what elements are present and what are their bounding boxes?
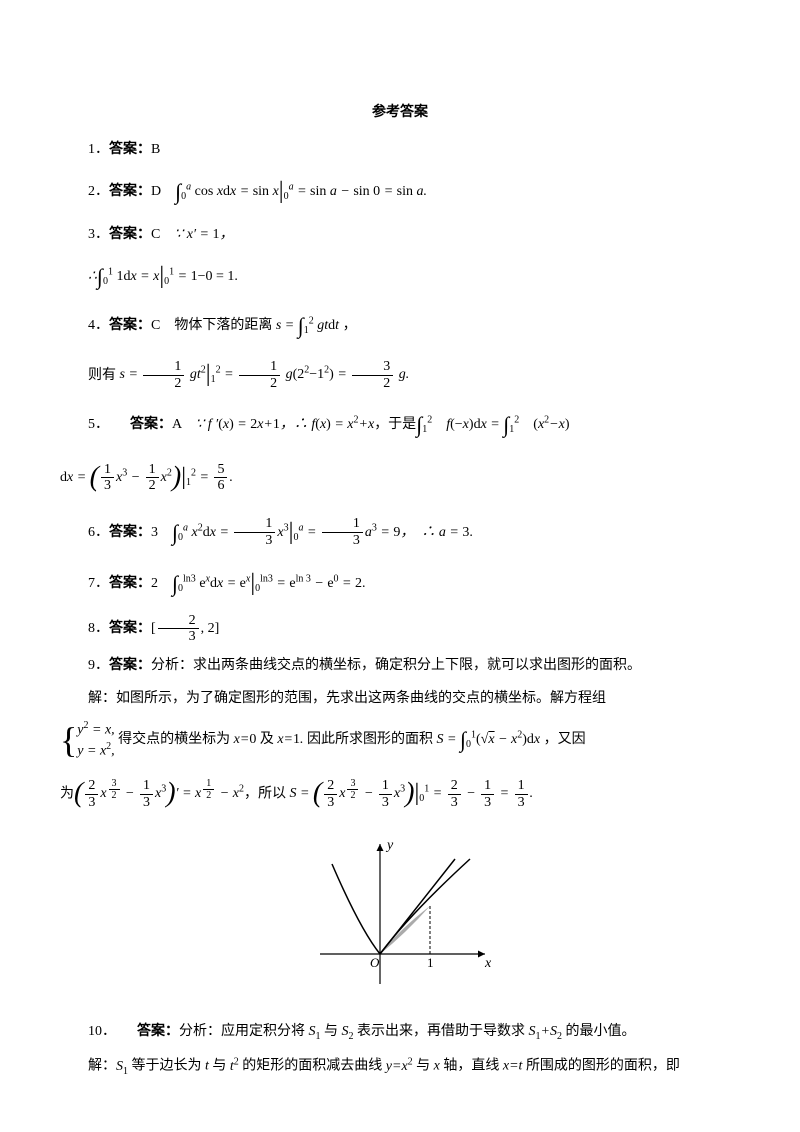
q-num: 9． xyxy=(88,658,109,673)
q-num: 8． xyxy=(88,621,109,636)
q-num: 2． xyxy=(88,184,109,199)
answer-7: 7．答案：2 ∫0ln3 exdx = ex|0ln3 = eln 3 − e0… xyxy=(60,562,740,605)
sol1: 解：如图所示，为了确定图形的范围，先求出这两条曲线的交点的横坐标。解方程组 xyxy=(88,691,606,706)
ans: C xyxy=(151,318,174,333)
answer-4-cont: 则有 s = 12 gt2|12 = 12 g(22−12) = 32 g. xyxy=(60,354,740,397)
answer-9-sys: {y2 = x,y = x2, 得交点的横坐标为 x=0 及 x=1. 因此所求… xyxy=(60,719,740,761)
answer-8: 8．答案：[23, 2] xyxy=(60,613,740,645)
sol2: 得交点的横坐标为 x=0 及 x=1. 因此所求图形的面积 S = ∫01(√x… xyxy=(118,732,585,747)
expl2: dx = (13x3 − 12x2)|12 = 56. xyxy=(60,470,233,485)
graph-9: O 1 x y xyxy=(60,834,740,1003)
answer-1: 1．答案：B xyxy=(60,137,740,162)
q-num: 10． xyxy=(88,1024,137,1039)
math-plot-icon: O 1 x y xyxy=(300,834,500,994)
label: 答案： xyxy=(109,576,151,591)
expl: ∵ x′ = 1， xyxy=(174,227,233,242)
label: 答案： xyxy=(109,318,151,333)
analysis: 分析：求出两条曲线交点的横坐标，确定积分上下限，就可以求出图形的面积。 xyxy=(151,658,641,673)
answer-5-cont: dx = (13x3 − 12x2)|12 = 56. xyxy=(60,452,740,502)
svg-text:x: x xyxy=(484,956,492,971)
answer-3-cont: ∴∫01 1dx = x|01 = 1−0 = 1. xyxy=(60,255,740,298)
expl: ∫0ln3 exdx = ex|0ln3 = eln 3 − e0 = 2. xyxy=(172,576,366,591)
ans: A xyxy=(172,417,195,432)
svg-text:1: 1 xyxy=(427,955,434,970)
label: 答案： xyxy=(137,1024,179,1039)
answer-5: 5． 答案：A ∵ f ′(x) = 2x+1，∴ f(x) = x2+x，于是… xyxy=(60,405,740,445)
label: 答案： xyxy=(109,525,151,540)
ans: D xyxy=(151,184,175,199)
svg-text:O: O xyxy=(370,955,380,970)
label: 答案： xyxy=(109,184,151,199)
svg-text:y: y xyxy=(385,838,394,853)
label: 答案： xyxy=(109,227,151,242)
answer-4: 4．答案：C 物体下落的距离 s = ∫12 gtdt ， xyxy=(60,306,740,346)
q-num: 3． xyxy=(88,227,109,242)
answer-9: 9．答案：分析：求出两条曲线交点的横坐标，确定积分上下限，就可以求出图形的面积。 xyxy=(60,653,740,678)
q-num: 4． xyxy=(88,318,109,333)
label: 答案： xyxy=(109,621,151,636)
ans: [23, 2] xyxy=(151,621,219,636)
answer-3: 3．答案：C ∵ x′ = 1， xyxy=(60,222,740,247)
answer-9-sol1: 解：如图所示，为了确定图形的范围，先求出这两条曲线的交点的横坐标。解方程组 xyxy=(60,686,740,711)
label: 答案： xyxy=(130,417,172,432)
analysis: 分析：应用定积分将 S1 与 S2 表示出来，再借助于导数求 S1+S2 的最小… xyxy=(179,1024,635,1039)
q-num: 7． xyxy=(88,576,109,591)
sys: y2 = x,y = x2, xyxy=(77,719,114,761)
brace-icon: { xyxy=(60,724,77,756)
expl: ∫0a cos xdx = sin x|0a = sin a − sin 0 =… xyxy=(175,184,427,199)
q-num: 6． xyxy=(88,525,109,540)
label: 答案： xyxy=(109,658,151,673)
answer-10-sol: 解：S1 等于边长为 t 与 t2 的矩形的面积减去曲线 y=x2 与 x 轴，… xyxy=(60,1053,740,1080)
answer-6: 6．答案：3 ∫0a x2dx = 13x3|0a = 13a3 = 9， ∴ … xyxy=(60,511,740,554)
q-num: 1． xyxy=(88,142,109,157)
answer-2: 2．答案：D ∫0a cos xdx = sin x|0a = sin a − … xyxy=(60,170,740,213)
page-title: 参考答案 xyxy=(60,100,740,125)
expl: ∵ f ′(x) = 2x+1，∴ f(x) = x2+x xyxy=(195,417,374,432)
ans: B xyxy=(151,142,160,157)
expl: 物体下落的距离 s = ∫12 gtdt ， xyxy=(174,318,356,333)
answer-9-sol3: 为(23x32 − 13x3)′ = x12 − x2，所以 S = (23x3… xyxy=(60,769,740,819)
ans: 3 xyxy=(151,525,172,540)
expl: ∫0a x2dx = 13x3|0a = 13a3 = 9， ∴ a = 3. xyxy=(172,525,473,540)
expl2: 则有 s = 12 gt2|12 = 12 g(22−12) = 32 g. xyxy=(88,367,409,382)
expl2: ∴∫01 1dx = x|01 = 1−0 = 1. xyxy=(88,269,238,284)
ans: C xyxy=(151,227,174,242)
label: 答案： xyxy=(109,142,151,157)
sol1: 解：S1 等于边长为 t 与 t2 的矩形的面积减去曲线 y=x2 与 x 轴，… xyxy=(88,1059,680,1074)
answer-10: 10． 答案：分析：应用定积分将 S1 与 S2 表示出来，再借助于导数求 S1… xyxy=(60,1019,740,1046)
sol3: 为(23x32 − 13x3)′ = x12 − x2，所以 S = (23x3… xyxy=(60,786,533,801)
ans: 2 xyxy=(151,576,172,591)
q-num: 5． xyxy=(88,417,130,432)
